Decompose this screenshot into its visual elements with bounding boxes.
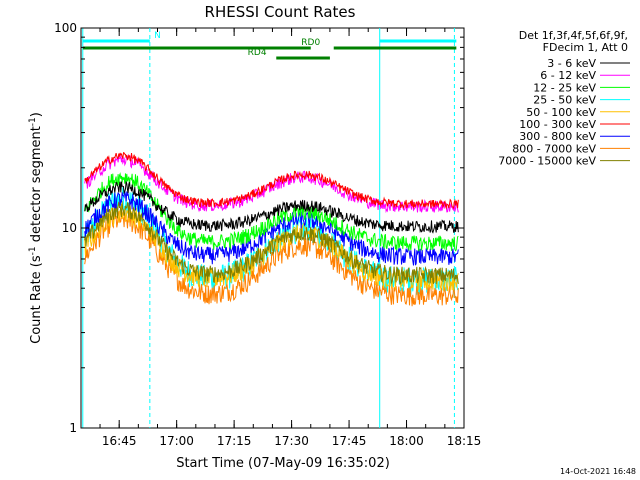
legend: Det 1f,3f,4f,5f,6f,9f, FDecim 1, Att 0 3… <box>498 29 630 168</box>
series-line-100-300-kev-kev <box>84 152 459 210</box>
legend-header-line1: Det 1f,3f,4f,5f,6f,9f, <box>519 29 628 42</box>
chart-title: RHESSI Count Rates <box>205 3 356 21</box>
legend-entry-label: 800 - 7000 keV <box>512 142 596 155</box>
y-axis-label-end: ) <box>29 112 44 117</box>
y-axis-label-sup1: -1 <box>28 246 38 255</box>
series-layer <box>84 152 459 307</box>
x-tick-label: 17:15 <box>217 434 252 448</box>
legend-entry-label: 300 - 800 keV <box>519 130 596 143</box>
series-line-3-6-kev-kev <box>84 181 459 234</box>
x-tick-label: 17:45 <box>332 434 367 448</box>
flag-bars: N RD0 RD4 <box>82 31 457 60</box>
x-axis-label: Start Time (07-May-09 16:35:02) <box>176 456 390 471</box>
y-tick-label: 1 <box>69 421 77 435</box>
series-line-12-25-kev-kev <box>84 172 459 252</box>
y-axis-label-main: Count Rate (s <box>29 255 44 344</box>
series-line-300-800-kev-kev <box>84 191 459 266</box>
y-axis: 1 10 100 <box>54 21 464 435</box>
legend-entry-label: 3 - 6 keV <box>547 57 596 70</box>
generation-timestamp: 14-Oct-2021 16:48 <box>560 467 636 476</box>
legend-entry-label: 6 - 12 keV <box>540 69 596 82</box>
x-tick-label: 17:00 <box>159 434 194 448</box>
legend-entry-label: 25 - 50 keV <box>533 94 596 107</box>
series-line-6-12-kev-kev <box>84 153 459 214</box>
y-axis-label: Count Rate (s-1 detector segment-1) <box>28 112 44 344</box>
x-axis: 16:45 17:00 17:15 17:30 17:45 18:00 18:15 <box>99 28 482 448</box>
y-axis-label-sup2: -1 <box>28 117 38 126</box>
x-tick-label: 16:45 <box>102 434 137 448</box>
legend-entry-label: 7000 - 15000 keV <box>498 155 596 168</box>
legend-entry-label: 12 - 25 keV <box>533 81 596 94</box>
x-tick-label: 18:00 <box>389 434 424 448</box>
y-axis-label-mid: detector segment <box>29 126 44 246</box>
x-tick-label: 18:15 <box>447 434 482 448</box>
legend-entry-label: 50 - 100 keV <box>526 106 596 119</box>
x-tick-label: 17:30 <box>274 434 309 448</box>
y-tick-label: 100 <box>54 21 77 35</box>
legend-header-line2: FDecim 1, Att 0 <box>543 41 628 54</box>
flag-bar-n-label: N <box>154 31 161 41</box>
y-tick-label: 10 <box>62 221 77 235</box>
flag-bar-rd4-label: RD4 <box>248 48 267 58</box>
series-line-7000-15000-kev-kev <box>84 201 459 286</box>
legend-entry-label: 100 - 300 keV <box>519 118 596 131</box>
flag-bar-rd0-label: RD0 <box>301 38 320 48</box>
